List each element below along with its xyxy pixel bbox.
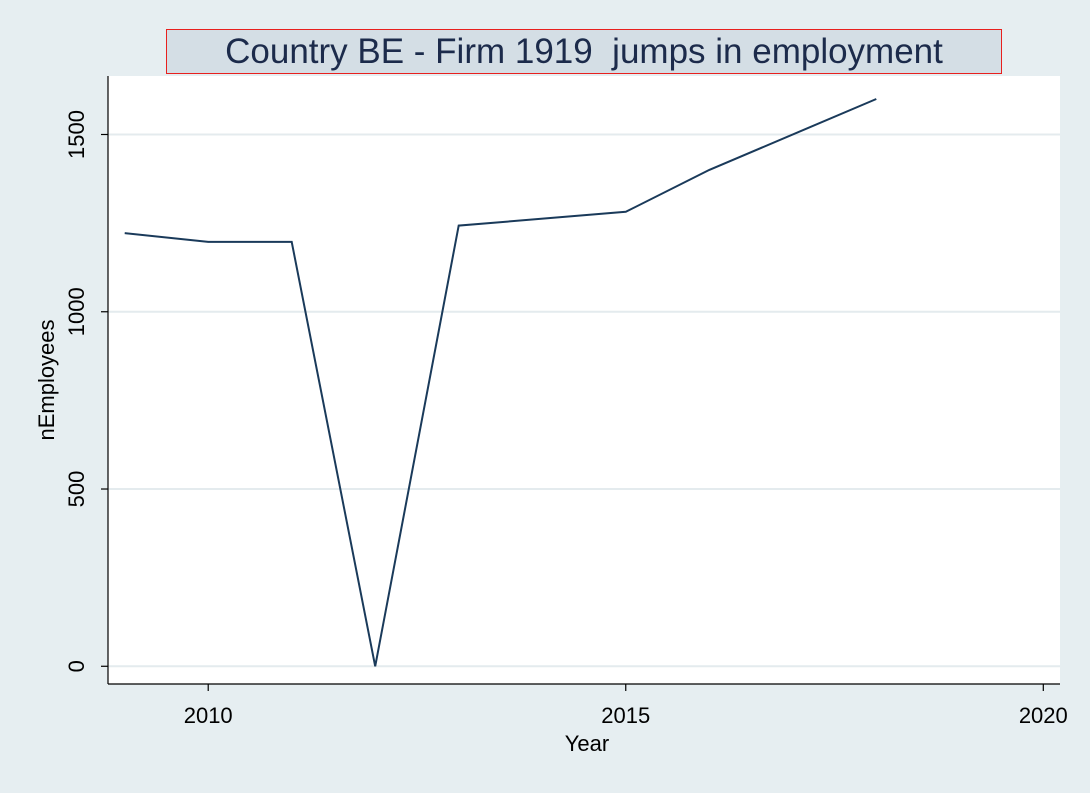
chart-title-box: Country BE - Firm 1919 jumps in employme… — [166, 29, 1002, 74]
y-tick-label: 500 — [64, 471, 89, 508]
x-tick-label: 2015 — [601, 703, 650, 728]
y-ticks: 0 500 1000 1500 — [64, 110, 108, 672]
y-axis-label: nEmployees — [34, 319, 59, 440]
y-tick-label: 1000 — [64, 287, 89, 336]
grid-lines — [108, 133, 1060, 668]
plot-area — [108, 76, 1060, 684]
x-ticks: 2010 2015 2020 — [184, 684, 1068, 728]
x-tick-label: 2010 — [184, 703, 233, 728]
y-tick-label: 0 — [64, 660, 89, 672]
chart-title: Country BE - Firm 1919 jumps in employme… — [225, 31, 943, 71]
x-axis-label: Year — [565, 731, 609, 756]
x-tick-label: 2020 — [1019, 703, 1068, 728]
series-line — [124, 98, 877, 667]
y-tick-label: 1500 — [64, 110, 89, 159]
